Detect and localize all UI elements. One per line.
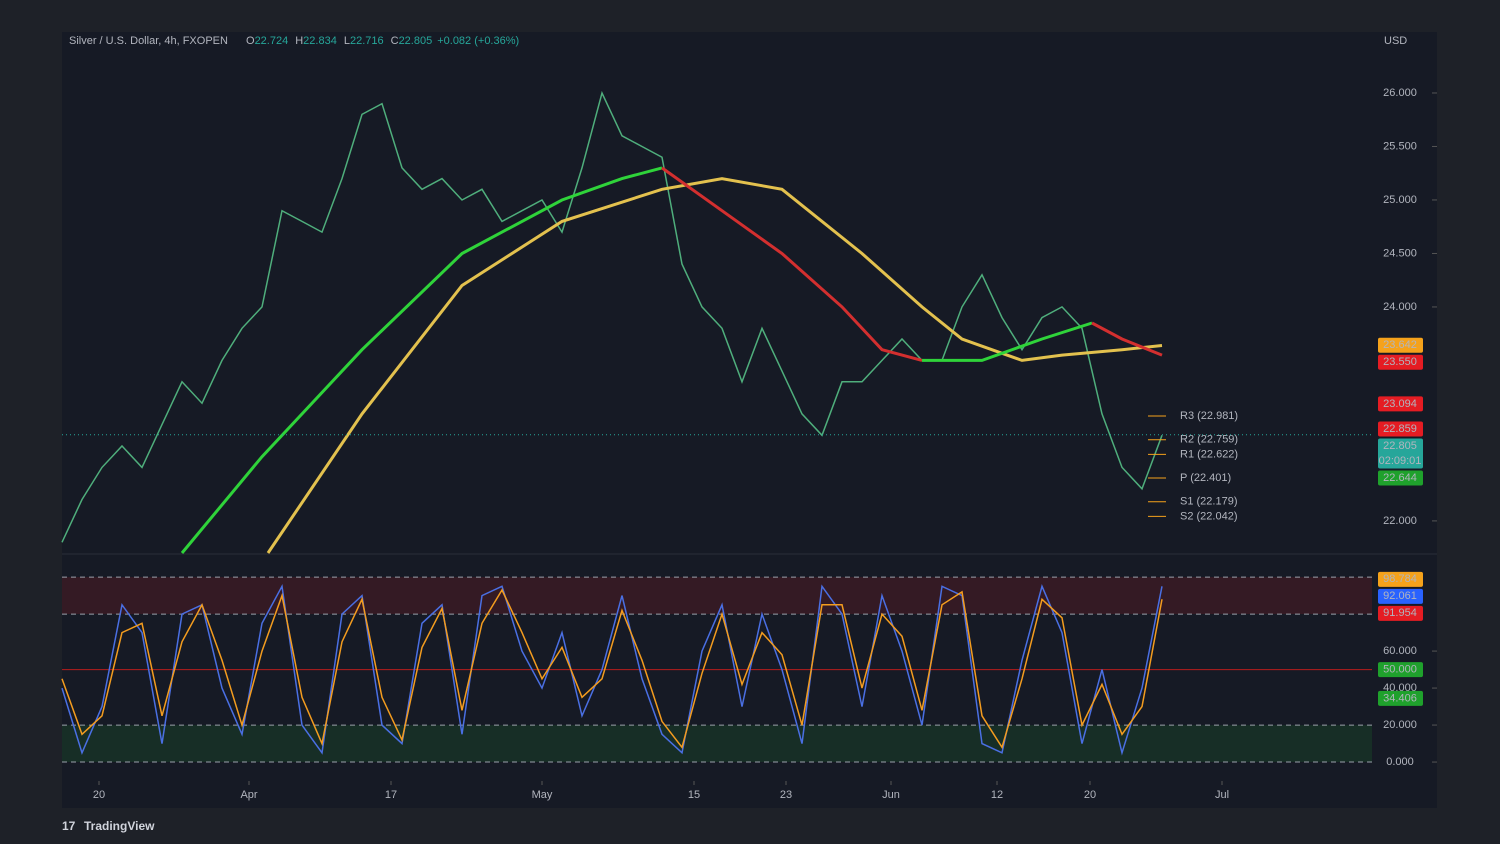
value-box [1378,354,1423,370]
series-line [266,177,1163,554]
oversold-band [62,725,1372,763]
value-box-label: 34.406 [1383,692,1417,704]
value-box-label: 23.550 [1383,356,1417,368]
x-tick-label: 17 [385,789,397,801]
series-line [61,90,1163,543]
x-tick-label: Apr [240,789,257,801]
pivot-label: S2 (22.042) [1180,510,1237,522]
y-tick-label: 20.000 [1383,719,1417,731]
x-tick-label: Jun [882,789,900,801]
pivot-label: R3 (22.981) [1180,410,1238,422]
pivot-label: R1 (22.622) [1180,448,1238,460]
ohlc-value: 22.834 [303,35,337,47]
ohlc-value: 22.716 [350,35,384,47]
x-tick-label: 15 [688,789,700,801]
brand: TradingView [84,819,155,833]
value-box-label: 23.094 [1383,398,1417,410]
value-box [1378,662,1423,678]
value-box [1378,605,1423,621]
pivot-label: P (22.401) [1180,472,1231,484]
ohlc-value: 22.805 [399,35,433,47]
value-box-label: 22.644 [1383,472,1417,484]
x-tick-label: Jul [1215,789,1229,801]
overbought-band [62,577,1372,615]
series-line [1091,321,1163,357]
value-box [1378,588,1423,604]
value-box [1378,438,1423,469]
value-box [1378,396,1423,412]
currency: USD [1384,35,1407,47]
y-tick-label: 0.000 [1386,756,1414,768]
series-line [180,166,663,554]
value-box-label: 92.061 [1383,590,1417,602]
y-tick-label: 26.000 [1383,87,1417,99]
ohlc-label: O [246,35,255,47]
change: +0.082 (+0.36%) [437,35,519,47]
y-tick-label: 24.500 [1383,247,1417,259]
ohlc-value: 22.724 [255,35,289,47]
ohlc-readout: O22.724 H22.834 L22.716 C22.805 +0.082 (+0.3… [246,35,519,47]
y-tick-label: 60.000 [1383,645,1417,657]
ohlc-label: C [391,35,399,47]
pivot-label: R2 (22.759) [1180,434,1238,446]
value-box-label: 23.642 [1383,339,1417,351]
brand-logo: 17 [62,819,76,833]
series-line [661,166,923,362]
series-line [61,583,1163,756]
x-tick-label: 20 [1084,789,1096,801]
y-tick-label: 24.000 [1383,301,1417,313]
value-box [1378,337,1423,353]
value-box-label: 98.784 [1383,573,1417,585]
series-line [922,321,1093,362]
value-box-label: 22.805 [1383,440,1417,452]
value-box-label: 91.954 [1383,607,1417,619]
pivot-label: S1 (22.179) [1180,496,1237,508]
value-box [1378,470,1423,486]
ohlc-label: L [344,35,350,47]
x-tick-label: May [532,789,553,801]
countdown: 02:09:01 [1379,455,1422,467]
ohlc-label: H [295,35,303,47]
value-box [1378,421,1423,437]
y-tick-label: 25.500 [1383,140,1417,152]
x-tick-label: 12 [991,789,1003,801]
chart-background [62,32,1437,808]
value-box [1378,690,1423,706]
value-box-label: 50.000 [1383,663,1417,675]
y-tick-label: 22.000 [1383,515,1417,527]
value-box-label: 22.859 [1383,423,1417,435]
x-tick-label: 23 [780,789,792,801]
x-tick-label: 20 [93,789,105,801]
y-tick-label: 25.000 [1383,194,1417,206]
value-box [1378,571,1423,587]
series-line [61,588,1163,750]
chart-title: Silver / U.S. Dollar, 4h, FXOPEN [69,35,228,47]
